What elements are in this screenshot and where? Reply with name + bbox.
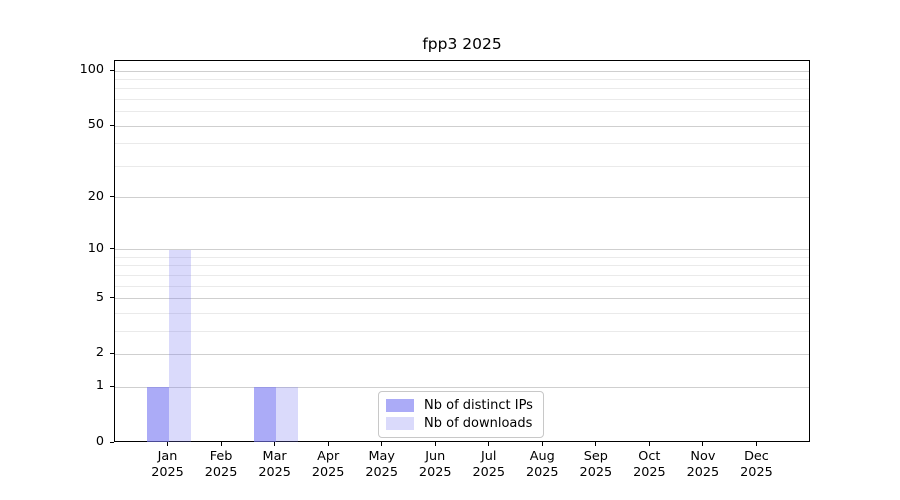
legend-item-distinct-ips: Nb of distinct IPs (386, 397, 536, 414)
legend-label-distinct-ips: Nb of distinct IPs (424, 398, 533, 413)
y-tick-label: 5 (95, 289, 104, 305)
x-tick-year: 2025 (633, 464, 666, 480)
y-tick-mark (110, 441, 114, 443)
y-gridline-major (115, 249, 809, 251)
y-tick-mark (110, 196, 114, 198)
x-tick-year: 2025 (258, 464, 291, 480)
x-tick-year: 2025 (740, 464, 773, 480)
y-gridline-minor (115, 274, 809, 276)
y-tick-label: 0 (95, 434, 104, 449)
x-tick-label-dec: Dec 2025 (716, 449, 796, 480)
y-gridline-major (115, 298, 809, 300)
y-tick-mark (110, 69, 114, 71)
x-tick-month: Aug (529, 449, 555, 464)
x-tick-label-feb: Feb 2025 (181, 449, 261, 480)
y-tick-mark (110, 297, 114, 299)
x-tick-year: 2025 (526, 464, 559, 480)
y-gridline-major (115, 125, 809, 127)
y-gridline-minor (115, 265, 809, 267)
y-gridline-minor (115, 330, 809, 332)
y-tick-label: 20 (87, 188, 104, 204)
y-gridline-minor (115, 256, 809, 258)
x-tick-mark (488, 442, 490, 446)
x-tick-year: 2025 (579, 464, 613, 480)
x-tick-mark (648, 442, 650, 446)
legend: Nb of distinct IPs Nb of downloads (378, 391, 544, 438)
x-tick-label-nov: Nov 2025 (663, 449, 743, 480)
x-tick-month: Feb (209, 449, 233, 464)
y-gridline-minor (115, 312, 809, 314)
x-tick-label-oct: Oct 2025 (609, 449, 689, 480)
x-tick-label-jun: Jun 2025 (395, 449, 475, 480)
x-tick-label-may: May 2025 (342, 449, 422, 480)
y-gridline-minor (115, 111, 809, 113)
y-tick-label: 2 (95, 345, 104, 361)
x-tick-year: 2025 (204, 464, 238, 480)
x-tick-mark (220, 442, 222, 446)
x-tick-mark (541, 442, 543, 446)
x-tick-month: Apr (317, 449, 340, 464)
x-tick-month: Nov (690, 449, 716, 464)
y-gridline-minor (115, 78, 809, 80)
y-gridline-minor (115, 285, 809, 287)
y-tick-label: 10 (87, 240, 104, 256)
x-tick-year: 2025 (151, 464, 184, 480)
x-tick-mark (702, 442, 704, 446)
legend-label-downloads: Nb of downloads (424, 416, 533, 431)
y-tick-label: 100 (79, 62, 104, 77)
y-tick-mark (110, 385, 114, 387)
bar-mar-series0 (253, 387, 276, 442)
x-tick-mark (327, 442, 329, 446)
x-tick-label-apr: Apr 2025 (288, 449, 368, 480)
y-gridline-minor (115, 143, 809, 145)
x-tick-month: Oct (638, 449, 661, 464)
chart-title: fpp3 2025 (422, 35, 502, 53)
x-tick-month: Mar (262, 449, 287, 464)
x-tick-label-aug: Aug 2025 (502, 449, 582, 480)
legend-swatch-downloads-icon (386, 417, 414, 430)
y-tick-mark (110, 124, 114, 126)
x-tick-mark (167, 442, 169, 446)
bar-jan-series1 (168, 249, 191, 442)
y-gridline-major (115, 197, 809, 199)
x-tick-month: Jun (425, 449, 446, 464)
x-tick-year: 2025 (365, 464, 398, 480)
x-tick-month: Jul (481, 449, 497, 464)
x-tick-label-jul: Jul 2025 (449, 449, 529, 480)
y-gridline-minor (115, 165, 809, 167)
bar-jan-series0 (146, 387, 169, 442)
x-tick-year: 2025 (472, 464, 506, 480)
x-tick-month: Sep (583, 449, 608, 464)
y-tick-label: 50 (87, 117, 104, 133)
x-tick-month: Dec (744, 449, 769, 464)
x-tick-year: 2025 (418, 464, 452, 480)
x-tick-mark (381, 442, 383, 446)
x-tick-mark (595, 442, 597, 446)
y-tick-mark (110, 352, 114, 354)
legend-item-downloads: Nb of downloads (386, 415, 536, 432)
bar-mar-series1 (275, 387, 298, 442)
y-gridline-minor (115, 98, 809, 100)
x-tick-label-mar: Mar 2025 (235, 449, 315, 480)
x-tick-label-sep: Sep 2025 (556, 449, 636, 480)
x-tick-mark (434, 442, 436, 446)
y-tick-mark (110, 248, 114, 250)
x-tick-year: 2025 (311, 464, 345, 480)
plot-area (114, 60, 810, 442)
x-tick-year: 2025 (686, 464, 720, 480)
y-gridline-major (115, 70, 809, 72)
y-tick-label: 1 (95, 378, 104, 394)
y-gridline-major (115, 353, 809, 355)
x-tick-label-jan: Jan 2025 (128, 449, 208, 480)
x-tick-mark (274, 442, 276, 446)
y-gridline-minor (115, 88, 809, 90)
y-gridline-major (115, 386, 809, 388)
x-tick-month: May (368, 449, 395, 464)
x-tick-month: Jan (157, 449, 178, 464)
legend-swatch-distinct-ips-icon (386, 399, 414, 412)
x-tick-mark (755, 442, 757, 446)
